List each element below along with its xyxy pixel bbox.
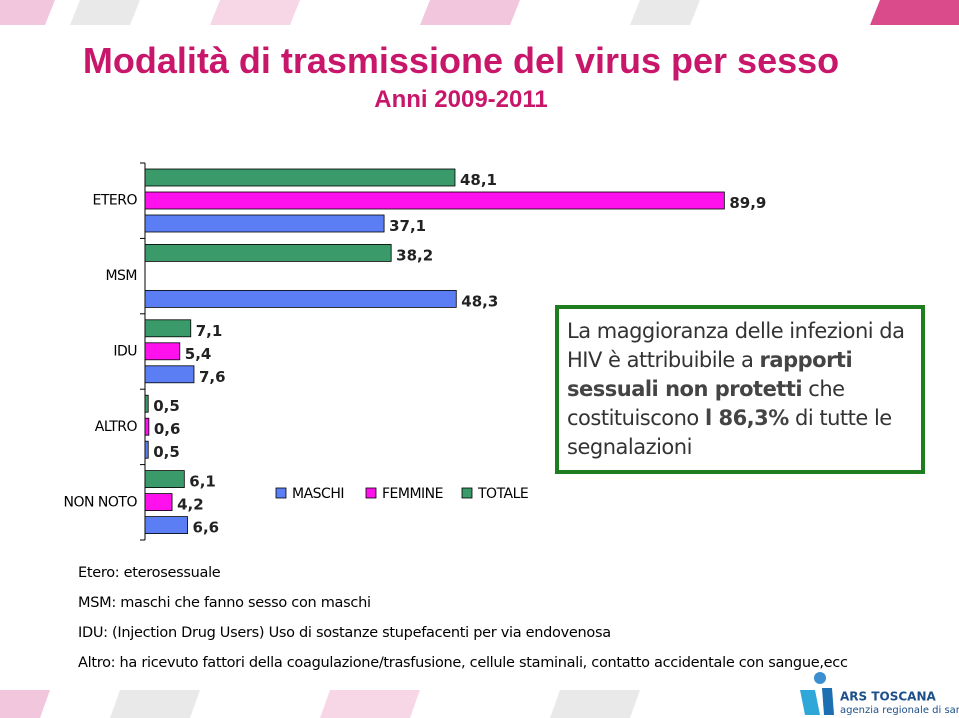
y-tick-label: ALTRO <box>95 419 138 435</box>
bar <box>144 319 192 338</box>
bar <box>144 493 173 512</box>
top-stripes <box>0 0 959 25</box>
subtitle: Anni 2009-2011 <box>374 86 548 113</box>
legend-label: MASCHI <box>292 486 344 502</box>
bar <box>144 191 725 210</box>
data-label: 5,4 <box>185 345 212 363</box>
callout-text: che costituiscono <box>567 377 845 430</box>
y-tick-label: MSM <box>105 268 137 284</box>
bar <box>144 365 195 384</box>
data-label: 37,1 <box>389 217 426 235</box>
data-label: 6,6 <box>193 519 220 537</box>
data-label: 0,5 <box>153 443 180 461</box>
callout-bold: rapporti sessuali non protetti <box>567 348 853 401</box>
callout-text: La maggioranza delle infezioni da HIV è … <box>567 319 905 372</box>
data-label: 7,1 <box>196 322 223 340</box>
bar <box>144 214 385 233</box>
bar <box>144 289 457 308</box>
bar <box>144 342 181 361</box>
legend-swatch <box>365 487 377 499</box>
legend-label: TOTALE <box>477 486 528 502</box>
bar <box>144 470 185 489</box>
notes: Etero: eterosessuale MSM: maschi che fan… <box>78 558 848 678</box>
note: MSM: maschi che fanno sesso con maschi <box>78 595 371 611</box>
callout-bold: l 86,3% <box>704 406 789 430</box>
callout: La maggioranza delle infezioni da HIV è … <box>555 305 925 474</box>
note: Etero: eterosessuale <box>78 565 221 581</box>
data-label: 7,6 <box>199 368 226 386</box>
title: Modalità di trasmissione del virus per s… <box>82 40 840 81</box>
y-tick-label: NON NOTO <box>64 494 138 510</box>
logo-tagline: agenzia regionale di sanità <box>840 704 959 716</box>
legend-label: FEMMINE <box>382 486 443 502</box>
legend-swatch <box>461 487 473 499</box>
data-label: 48,1 <box>460 171 497 189</box>
logo-name: ARS TOSCANA <box>840 690 937 704</box>
data-label: 0,6 <box>154 420 181 438</box>
data-label: 38,2 <box>396 246 433 264</box>
bar <box>144 394 149 413</box>
note: IDU: (Injection Drug Users) Uso di sosta… <box>78 625 611 641</box>
data-label: 6,1 <box>189 473 216 491</box>
bar <box>144 243 392 262</box>
logo-mark <box>800 672 834 715</box>
y-tick-label: IDU <box>113 344 137 360</box>
bottom-stripes <box>0 690 640 718</box>
data-label: 4,2 <box>177 496 204 514</box>
y-tick-label: ETERO <box>93 193 138 209</box>
callout-text: di tutte le segnalazioni <box>567 406 892 459</box>
bar <box>144 516 188 534</box>
data-label: 89,9 <box>729 194 766 212</box>
legend-swatch <box>275 487 287 499</box>
note: Altro: ha ricevuto fattori della coagula… <box>78 655 848 671</box>
bar <box>144 440 149 459</box>
data-label: 48,3 <box>461 292 498 310</box>
data-label: 0,5 <box>153 397 180 415</box>
bar <box>144 168 456 187</box>
bar <box>144 417 150 436</box>
